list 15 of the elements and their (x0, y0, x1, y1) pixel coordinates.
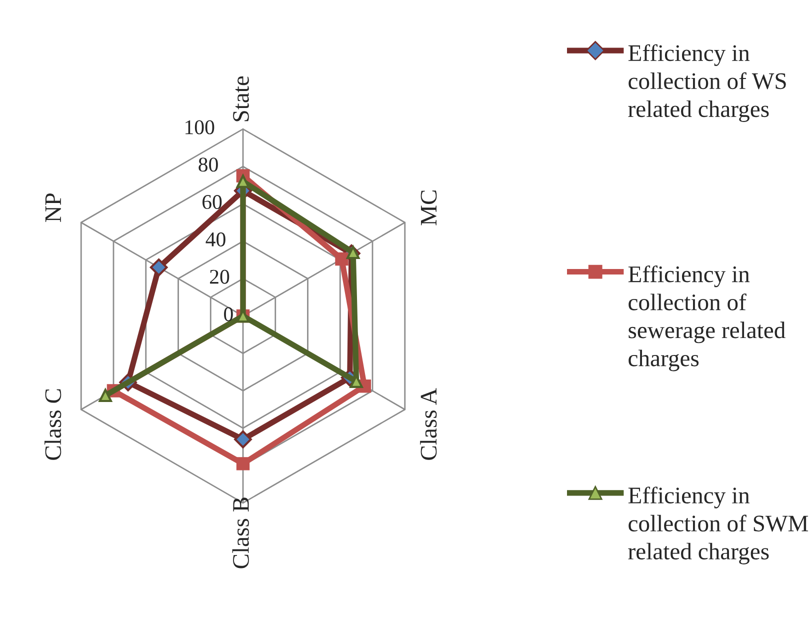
spoke-label: State (233, 76, 249, 122)
y-tick-label: 60 (202, 195, 222, 210)
legend-label: Efficiency in collection of sewerage related charges (628, 265, 786, 372)
legend-label: Efficiency in collection of SWM related charges (628, 486, 808, 564)
y-tick-label: 20 (210, 270, 230, 284)
spoke-label: NP (45, 193, 61, 222)
spoke-label: Class A (420, 388, 437, 460)
spoke-label: Class C (44, 389, 62, 460)
y-tick-label: 80 (198, 158, 218, 172)
legend-label: Efficiency in collection of WS related charges (628, 44, 786, 122)
y-tick-label: 0 (224, 307, 233, 322)
spoke-label: Class B (232, 498, 249, 568)
y-tick-label: 100 (186, 120, 214, 134)
y-tick-label: 40 (206, 232, 226, 246)
spoke-label: MC (420, 190, 437, 226)
